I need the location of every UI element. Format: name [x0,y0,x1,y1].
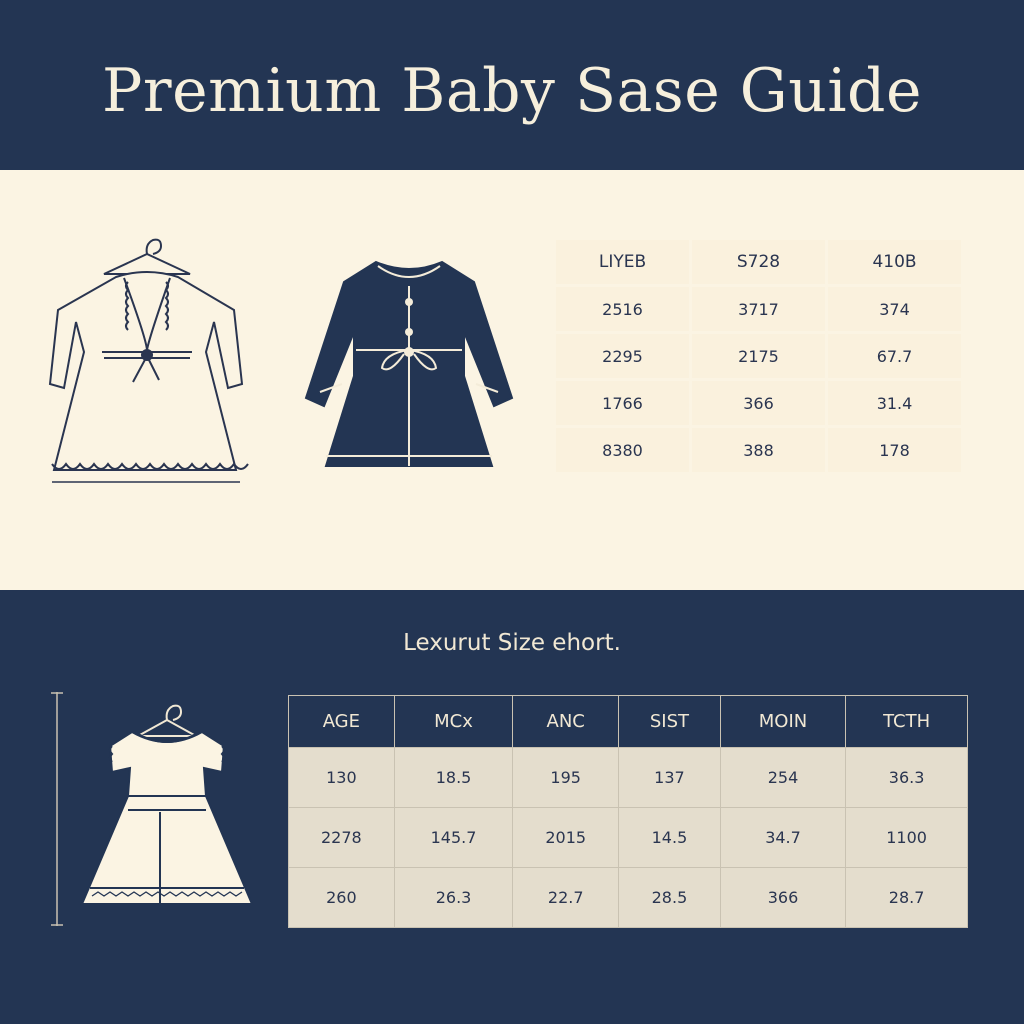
short-sleeve-dress-icon [76,688,258,924]
table-cell: 34.7 [719,807,847,868]
ruler-icon [50,692,64,926]
table-cell: 2278 [288,807,395,868]
column-header: AGE [288,695,395,748]
table-cell: 67.7 [828,334,961,378]
table-cell: 366 [692,381,825,425]
table-header-row: AGE MCx ANC SIST MOIN TCTH [288,695,968,748]
table-cell: 2295 [556,334,689,378]
table-cell: 145.7 [393,807,514,868]
table-row: 2516 3717 374 [556,287,964,334]
table-cell: 2175 [692,334,825,378]
table-cell: 22.7 [512,867,620,928]
table-cell: 178 [828,428,961,472]
table-cell: 366 [719,867,847,928]
navy-coat-icon [298,256,520,480]
page-title: Premium Baby Sase Guide [102,56,922,126]
table-cell: 374 [828,287,961,331]
table-cell: 36.3 [845,747,968,808]
table-cell: 26.3 [393,867,514,928]
table-cell: 3717 [692,287,825,331]
header-band: Premium Baby Sase Guide [0,0,1024,170]
table-cell: 195 [512,747,620,808]
table-row: 260 26.3 22.7 28.5 366 28.7 [288,867,968,928]
size-chart-table: AGE MCx ANC SIST MOIN TCTH 130 18.5 195 … [288,695,968,928]
column-header: S728 [692,240,825,284]
column-header: LIYEB [556,240,689,284]
table-cell: 31.4 [828,381,961,425]
table-cell: 2015 [512,807,620,868]
table-cell: 1766 [556,381,689,425]
column-header: 410B [828,240,961,284]
top-size-table: LIYEB S728 410B 2516 3717 374 2295 2175 … [556,240,964,475]
column-header: ANC [512,695,620,748]
table-row: 2278 145.7 2015 14.5 34.7 1100 [288,807,968,868]
table-cell: 254 [719,747,847,808]
column-header: MCx [393,695,514,748]
table-row: 2295 2175 67.7 [556,334,964,381]
table-cell: 14.5 [618,807,721,868]
table-header-row: LIYEB S728 410B [556,240,964,287]
column-header: MOIN [719,695,847,748]
table-row: 1766 366 31.4 [556,381,964,428]
table-cell: 260 [288,867,395,928]
table-cell: 137 [618,747,721,808]
table-cell: 388 [692,428,825,472]
ruffle-dress-icon [44,232,250,502]
column-header: SIST [618,695,721,748]
table-row: 130 18.5 195 137 254 36.3 [288,747,968,808]
section-subtitle: Lexurut Size ehort. [403,630,621,656]
table-cell: 1100 [845,807,968,868]
table-cell: 28.7 [845,867,968,928]
table-cell: 18.5 [393,747,514,808]
table-cell: 8380 [556,428,689,472]
table-cell: 2516 [556,287,689,331]
table-cell: 130 [288,747,395,808]
table-cell: 28.5 [618,867,721,928]
column-header: TCTH [845,695,968,748]
table-row: 8380 388 178 [556,428,964,475]
